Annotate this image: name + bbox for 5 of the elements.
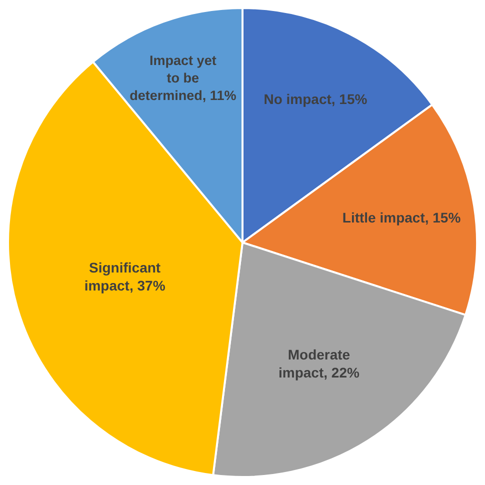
- slice-label: No impact, 15%: [264, 90, 368, 107]
- slice-label: Significant impact, 37%: [84, 260, 166, 294]
- slice-label: Little impact, 15%: [342, 209, 462, 226]
- slice-label: Impact yet to be determined, 11%: [130, 52, 236, 104]
- slice-label: Moderate impact, 22%: [278, 346, 360, 381]
